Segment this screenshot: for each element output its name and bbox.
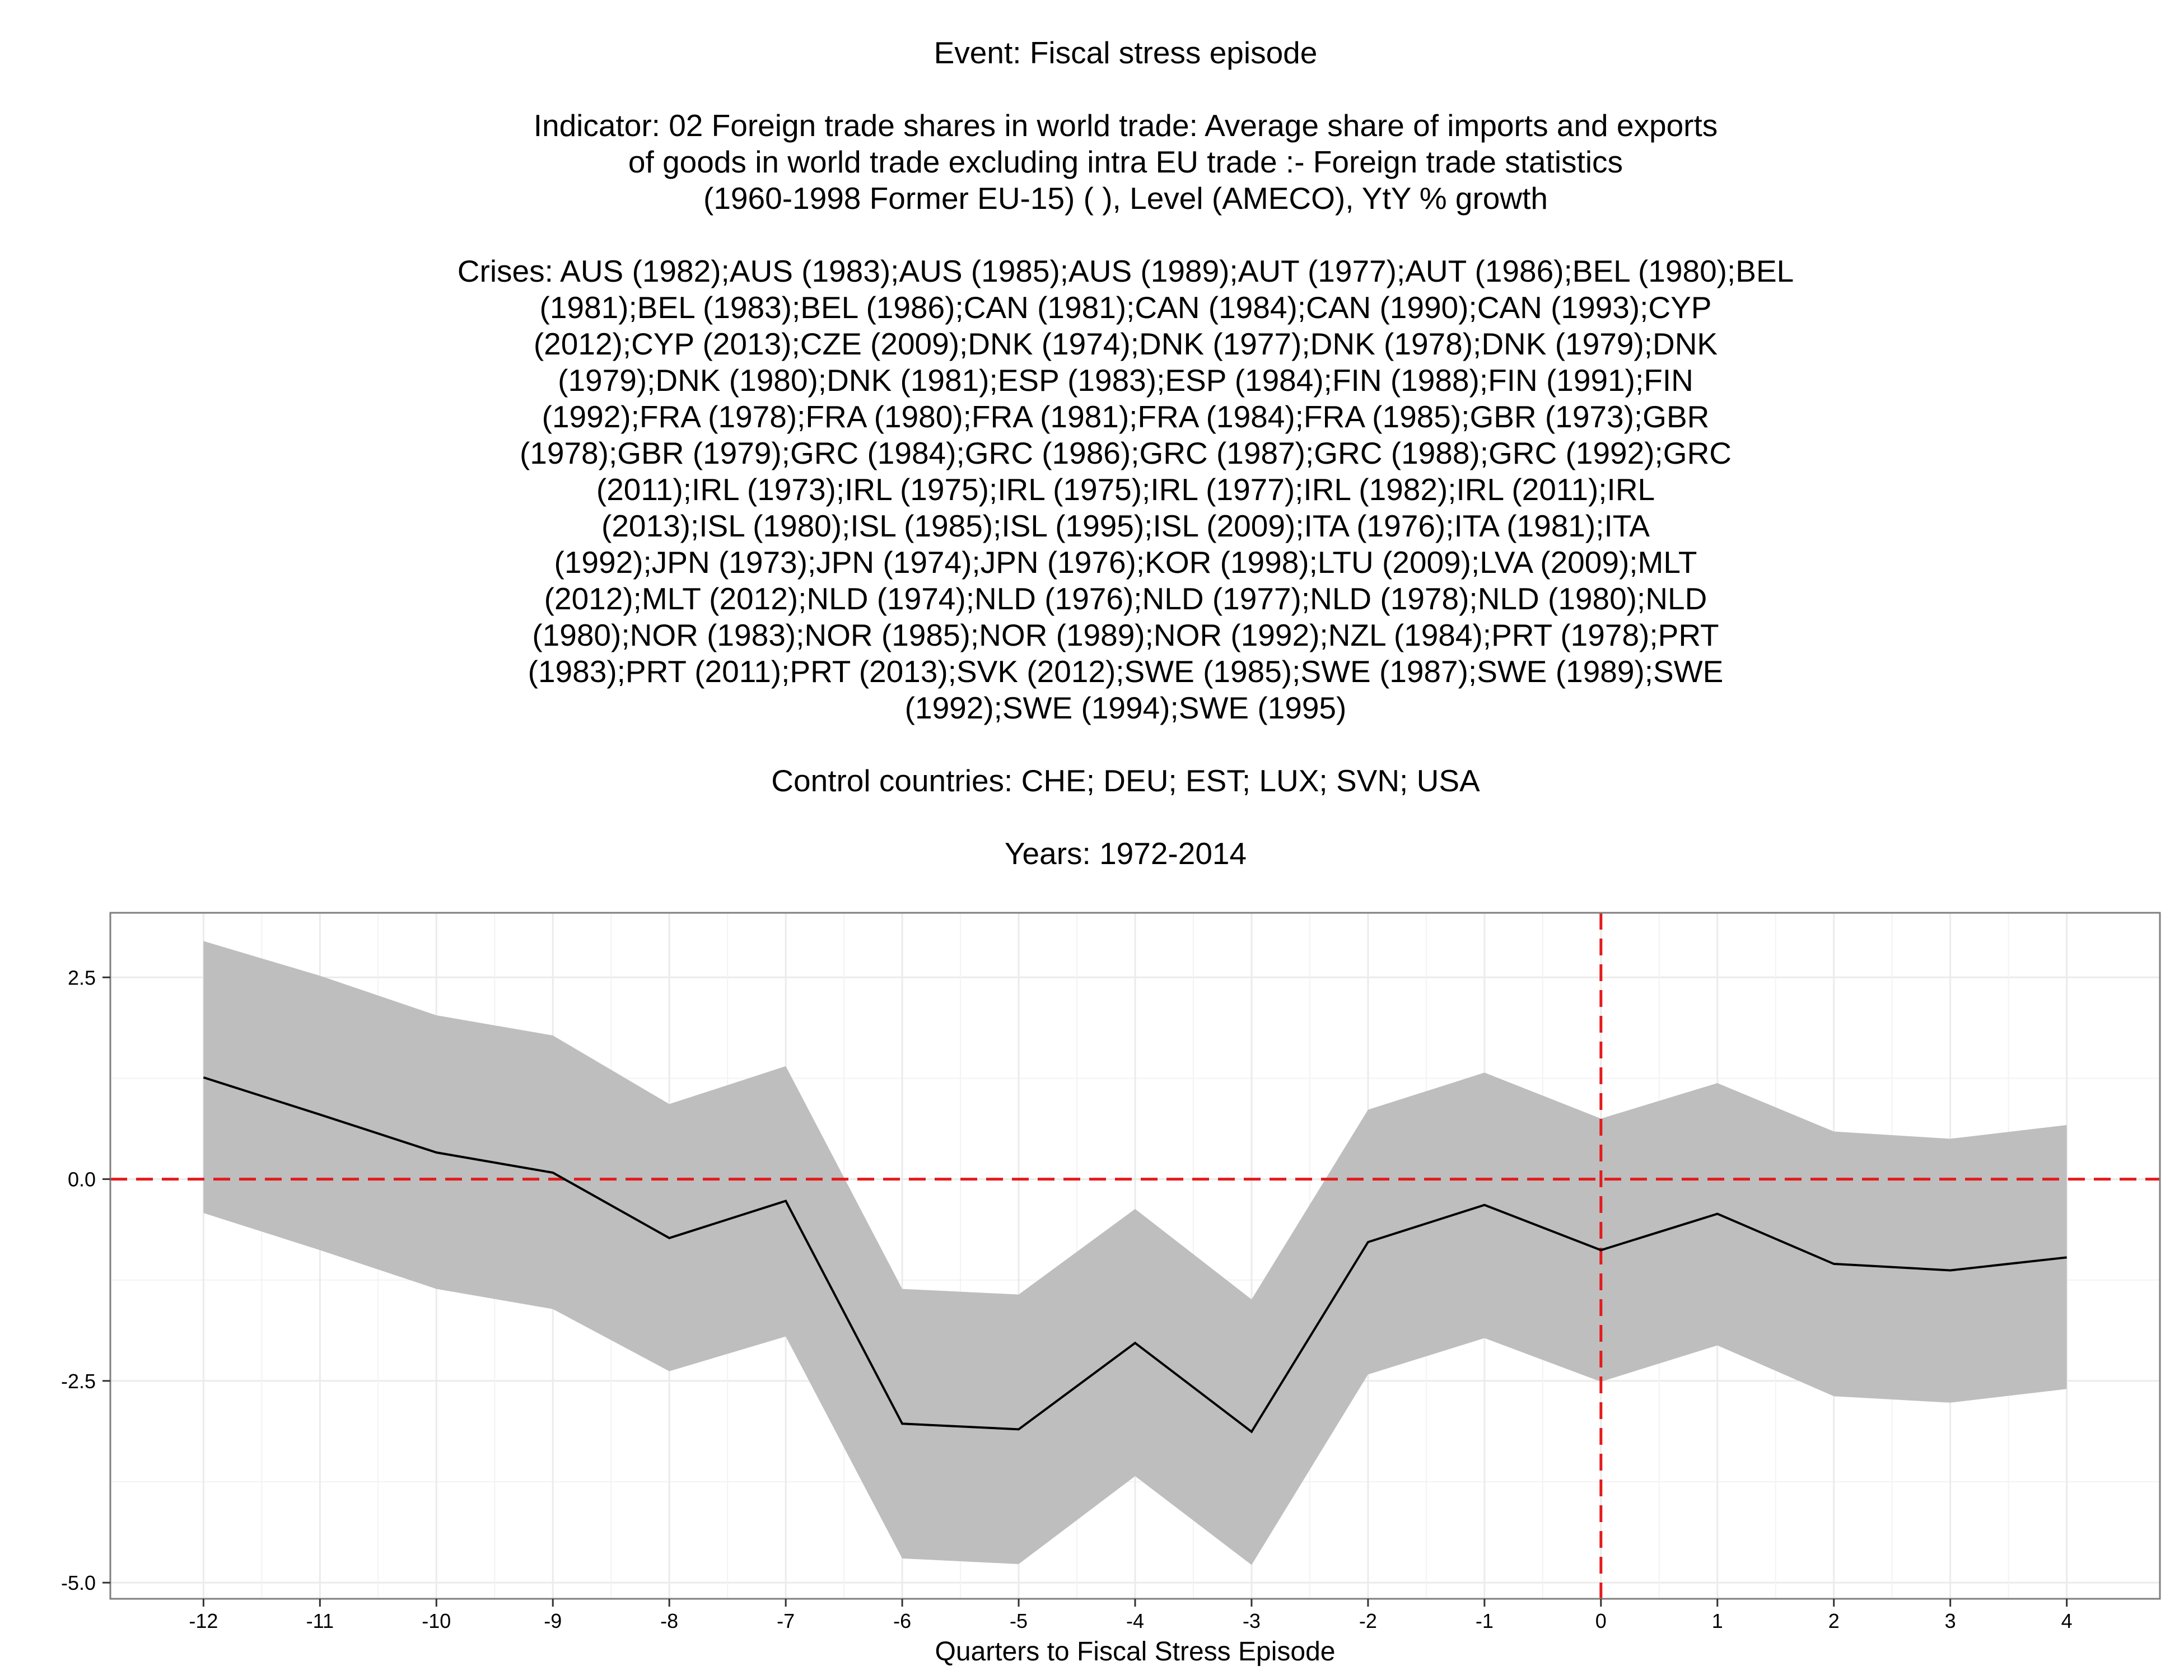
x-tick-label: -12 xyxy=(189,1609,218,1632)
title-line: Control countries: CHE; DEU; EST; LUX; S… xyxy=(771,763,1480,798)
title-line: of goods in world trade excluding intra … xyxy=(628,144,1623,179)
title-line: (1981);BEL (1983);BEL (1986);CAN (1981);… xyxy=(539,290,1712,325)
x-axis-label: Quarters to Fiscal Stress Episode xyxy=(935,1637,1336,1667)
confidence-band xyxy=(203,941,2067,1565)
chart-title: Event: Fiscal stress episode Indicator: 0… xyxy=(0,35,2184,872)
y-tick-label: -5.0 xyxy=(61,1571,96,1594)
title-line: Years: 1972-2014 xyxy=(1004,836,1247,871)
x-tick-label: -1 xyxy=(1476,1609,1494,1632)
title-line: (2013);ISL (1980);ISL (1985);ISL (1995);… xyxy=(601,508,1650,543)
x-axis: -12 -11 -10 -9 -8 -7 -6 -5 -4 -3 -2 -1 0 1 2 3 4 xyxy=(189,1599,2073,1632)
x-tick-label: -5 xyxy=(1010,1609,1028,1632)
x-tick-label: 3 xyxy=(1945,1609,1956,1632)
title-line: (1992);JPN (1973);JPN (1974);JPN (1976);… xyxy=(554,545,1697,580)
x-tick-label: -3 xyxy=(1243,1609,1261,1632)
x-tick-label: -2 xyxy=(1359,1609,1377,1632)
title-line: (1978);GBR (1979);GRC (1984);GRC (1986);… xyxy=(519,436,1732,470)
series-line xyxy=(203,1076,2067,1434)
title-line: (2012);CYP (2013);CZE (2009);DNK (1974);… xyxy=(533,326,1718,361)
x-tick-label: -4 xyxy=(1126,1609,1144,1632)
title-line: (2012);MLT (2012);NLD (1974);NLD (1976);… xyxy=(544,581,1707,616)
y-tick-label: 2.5 xyxy=(68,966,96,989)
y-axis: 2.5 0.0 -2.5 -5.0 xyxy=(61,966,110,1594)
x-tick-label: -9 xyxy=(544,1609,562,1632)
title-line: (2011);IRL (1973);IRL (1975);IRL (1975);… xyxy=(596,472,1655,507)
y-tick-label: -2.5 xyxy=(61,1370,96,1393)
x-tick-label: -7 xyxy=(777,1609,795,1632)
x-tick-label: -6 xyxy=(893,1609,911,1632)
title-line: (1980);NOR (1983);NOR (1985);NOR (1989);… xyxy=(532,618,1719,652)
x-tick-label: 4 xyxy=(2061,1609,2073,1632)
x-tick-label: -11 xyxy=(306,1609,334,1632)
y-tick-label: 0.0 xyxy=(68,1168,96,1191)
title-line: (1983);PRT (2011);PRT (2013);SVK (2012);… xyxy=(528,654,1724,689)
reference-lines xyxy=(110,913,2160,1599)
x-tick-label: 2 xyxy=(1828,1609,1840,1632)
x-tick-label: 1 xyxy=(1712,1609,1723,1632)
title-line: (1992);SWE (1994);SWE (1995) xyxy=(904,690,1347,725)
title-line: (1992);FRA (1978);FRA (1980);FRA (1981);… xyxy=(542,399,1710,434)
x-tick-label: -10 xyxy=(422,1609,451,1632)
title-line: Indicator: 02 Foreign trade shares in wo… xyxy=(533,108,1718,143)
title-line: (1960-1998 Former EU-15) ( ), Level (AME… xyxy=(703,181,1548,216)
title-line: (1979);DNK (1980);DNK (1981);ESP (1983);… xyxy=(558,363,1693,398)
x-tick-label: -8 xyxy=(660,1609,678,1632)
title-line: Crises: AUS (1982);AUS (1983);AUS (1985)… xyxy=(457,254,1794,288)
x-tick-label: 0 xyxy=(1595,1609,1607,1632)
title-line: Event: Fiscal stress episode xyxy=(934,35,1318,70)
